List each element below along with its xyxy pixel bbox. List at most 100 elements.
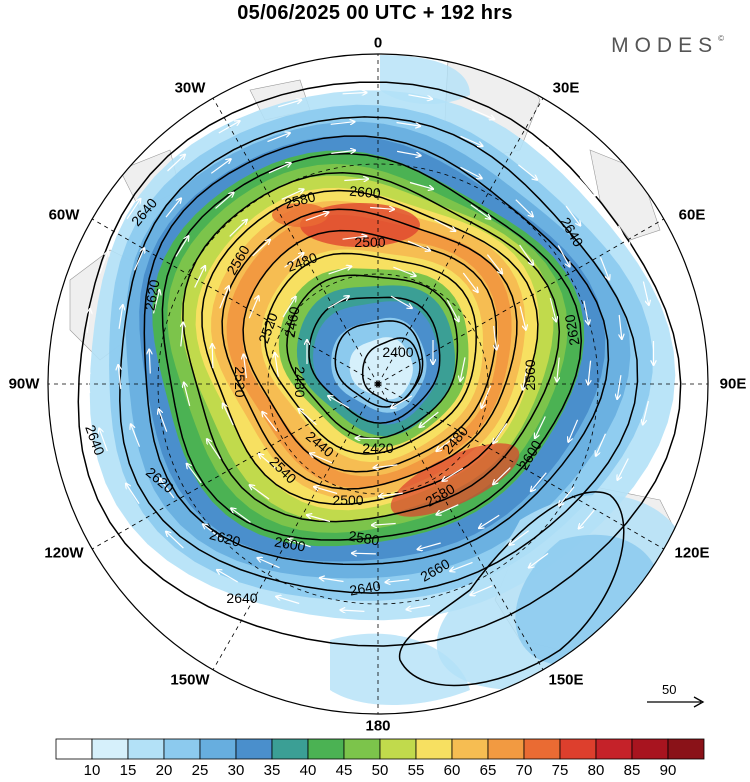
latitude-circle-0 <box>267 273 489 495</box>
meridian-120 <box>377 383 664 550</box>
colorbar-swatch-3 <box>163 738 201 760</box>
colorbar-swatch-9 <box>379 738 417 760</box>
lbl-2580: 2580 <box>347 527 381 548</box>
wind-arrow <box>210 159 230 174</box>
northern-patch <box>380 55 470 105</box>
wind-arrow <box>118 305 123 329</box>
contour-label: 2420 <box>362 440 393 456</box>
colorbar-swatch-10 <box>415 738 453 760</box>
colorbar-swatch-17 <box>667 738 705 760</box>
contour-label: 2560 <box>522 359 538 390</box>
colorbar-tick: 90 <box>659 762 677 779</box>
wind-arrow <box>472 109 494 120</box>
lbl-2600-s: 2600 <box>273 533 307 554</box>
lbl-2400: 2400 <box>382 344 413 360</box>
wind-arrow <box>617 458 629 480</box>
wind-arrow <box>152 290 160 314</box>
wind-arrow <box>450 561 473 571</box>
meridian-30 <box>377 98 544 385</box>
wind-arrow <box>470 585 493 595</box>
contour-9 <box>286 274 459 440</box>
wind-arrow <box>184 383 191 407</box>
lbl-2420: 2420 <box>362 440 393 456</box>
wind-arrow <box>219 286 229 309</box>
colorbar-tick: 40 <box>299 762 317 779</box>
reference-vector-label: 50 <box>662 682 677 697</box>
contour-12 <box>361 337 421 404</box>
wind-arrow <box>207 439 221 460</box>
wind-arrow <box>87 369 90 394</box>
wind-arrow <box>460 135 483 146</box>
wind-arrow <box>252 240 270 257</box>
wind-arrow <box>262 412 278 432</box>
wind-arrow <box>278 100 301 108</box>
wind-arrow <box>167 155 186 172</box>
wind-arrow <box>352 553 376 554</box>
colorbar-swatch-16 <box>631 738 669 760</box>
wind-arrow <box>617 375 622 399</box>
contour-label: 2640 <box>226 590 257 606</box>
lbl-2620-e: 2620 <box>561 313 582 347</box>
wind-arrow <box>642 281 648 305</box>
colorbar-tick: 80 <box>587 762 605 779</box>
lbl-2500-s: 2500 <box>332 492 363 508</box>
lbl-2640-s: 2640 <box>226 590 257 606</box>
contour-label: 2640 <box>348 577 382 598</box>
contour-label: 2500 <box>354 234 385 250</box>
meridian-150 <box>377 383 544 670</box>
wind-arrow <box>133 248 145 271</box>
wind-arrow <box>486 254 502 274</box>
wind-arrow <box>275 353 279 377</box>
contour-label: 2580 <box>283 188 317 212</box>
wind-arrow <box>531 472 547 491</box>
wind-arrow <box>328 266 352 275</box>
wind-arrow <box>519 244 534 265</box>
wind-arrow <box>515 199 533 217</box>
wind-arrow <box>217 570 239 583</box>
wind-arrow <box>356 438 380 439</box>
colorbar-tick: 25 <box>191 762 209 779</box>
contour-label: 2620 <box>208 526 242 550</box>
wind-arrow <box>344 179 368 181</box>
wind-arrow <box>276 597 300 605</box>
contour-8 <box>264 252 477 455</box>
contour-10 <box>308 296 441 424</box>
wind-arrow <box>446 299 458 321</box>
wind-arrow <box>619 314 622 339</box>
wind-vectors <box>87 93 654 612</box>
lon-label-150e: 150E <box>548 671 584 689</box>
wind-arrow <box>218 121 240 134</box>
lbl-2560-e: 2560 <box>522 359 538 390</box>
height-contours <box>77 81 682 687</box>
right-arrow-icon <box>647 696 705 708</box>
contour-4 <box>182 171 561 523</box>
wind-arrow <box>203 524 222 540</box>
colorbar-tick: 20 <box>155 762 173 779</box>
wind-arrow <box>250 485 270 500</box>
wind-arrow <box>118 365 121 390</box>
wind-arrow <box>434 219 455 231</box>
wind-arrow <box>436 504 459 515</box>
meridian-210 <box>212 383 379 670</box>
wind-arrow <box>470 204 491 219</box>
wind-arrow <box>298 409 317 426</box>
wind-arrow <box>229 220 247 237</box>
lbl-2580-n: 2580 <box>283 188 317 212</box>
wind-arrow <box>165 198 181 218</box>
wind-arrow <box>442 467 464 481</box>
wind-arrow <box>523 365 528 390</box>
contour-label: 2500 <box>332 492 363 508</box>
lon-label-30e: 30E <box>552 79 580 97</box>
wind-arrow <box>599 257 610 279</box>
colorbar-swatch-4 <box>199 738 237 760</box>
wind-arrow <box>407 240 430 250</box>
wind-arrow <box>259 454 278 470</box>
pole-marker <box>375 381 381 387</box>
wind-arrow <box>436 436 456 451</box>
wind-arrow <box>328 396 350 409</box>
wind-arrow <box>493 423 508 443</box>
wind-arrow <box>549 297 556 321</box>
colorbar-swatch-12 <box>487 738 525 760</box>
wind-arrow <box>288 539 311 548</box>
